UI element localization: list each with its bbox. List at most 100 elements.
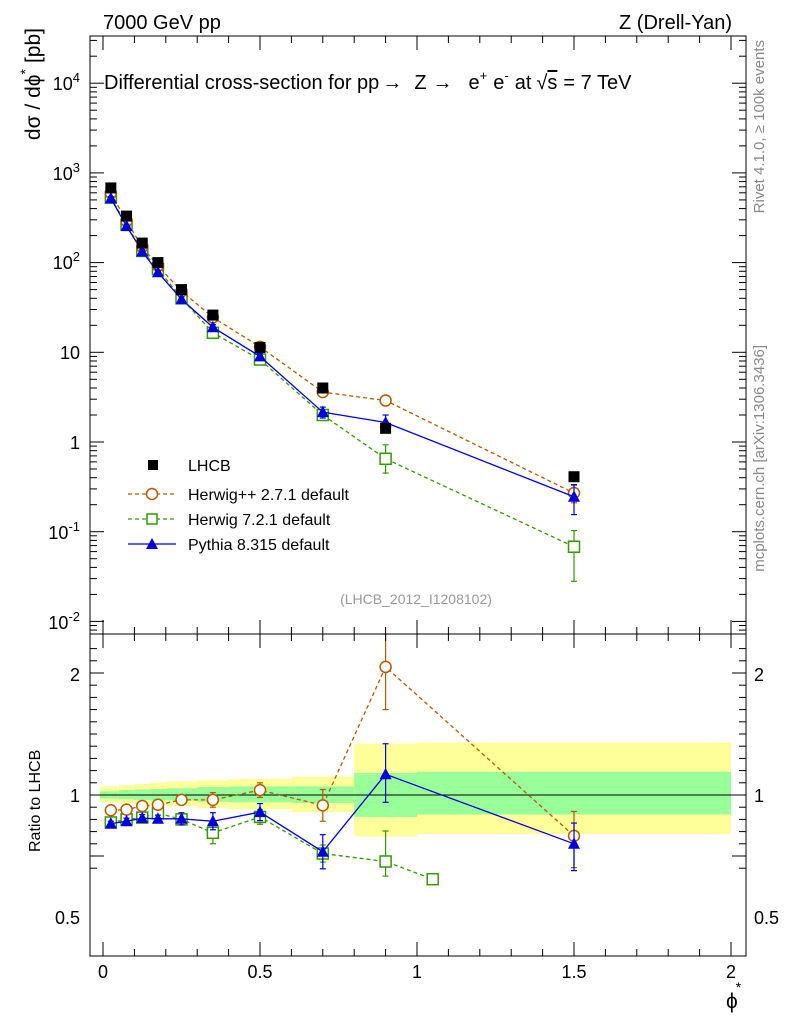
ratio-herwig-2-7-1-default-point (175, 793, 188, 807)
main-pythia-8-315-default-point (136, 244, 149, 257)
ratio-herwig-2-7-1-default-point (104, 804, 118, 817)
y-tick-label-1: 1 (70, 433, 80, 453)
legend-item-pythia: Pythia 8.315 default (128, 537, 330, 554)
main-pythia-8-315-default-point (175, 292, 188, 305)
mcplots-label: mcplots.cern.ch [arXiv:1306.3436] (751, 345, 768, 572)
ratio-herwig-7-2-1-default-line (110, 812, 433, 880)
ratio-y-tick-labels-left: 0.5 1 2 (55, 665, 80, 928)
ratio-y-tick-label-2-left: 2 (70, 665, 80, 685)
main-lhcb-point (121, 210, 133, 222)
legend-lhcb-marker (148, 460, 158, 470)
main-pythia-8-315-default-line (110, 198, 575, 498)
main-y-axis-label: dσ / dϕ*[pb] (17, 28, 45, 140)
ratio-y-axis-label: Ratio to LHCB (27, 750, 44, 852)
ratio-y-tick-label-0.5-right: 0.5 (754, 908, 779, 928)
main-herwig-7-2-1-default-point (567, 540, 581, 553)
x-tick-label-1.5: 1.5 (561, 962, 586, 982)
analysis-watermark: (LHCB_2012_I1208102) (340, 591, 492, 607)
ratio-herwig-2-7-1-default-point (316, 799, 330, 812)
ratio-pythia-8-315-default-point (206, 814, 219, 827)
ratio-y-tick-label-1-left: 1 (70, 786, 80, 806)
ratio-x-axis-ticks (102, 634, 732, 956)
ratio-y-tick-label-1-right: 1 (754, 786, 764, 806)
main-lhcb-point (105, 182, 117, 194)
main-pythia-8-315-default-point (104, 191, 117, 204)
ratio-pythia-8-315-default-point (151, 812, 164, 824)
ratio-y-tick-label-0.5-left: 0.5 (55, 908, 80, 928)
y-tick-label-1e3: 103 (53, 160, 80, 184)
legend-herwig7-marker (146, 513, 158, 525)
ratio-pythia-8-315-default-point (379, 767, 392, 780)
ratio-inner-band-segment (417, 771, 731, 815)
header-left-label: 7000 GeV pp (103, 12, 221, 34)
ratio-pythia-8-315-default-point (254, 805, 266, 818)
ratio-herwig-7-2-1-default-point (426, 872, 439, 886)
main-y-axis-ticks (90, 39, 746, 631)
main-pythia-8-315-default-point (568, 490, 580, 502)
x-tick-label-2: 2 (726, 962, 736, 982)
ratio-y-tick-label-2-right: 2 (754, 665, 764, 685)
ratio-herwig-2-7-1-default-point (120, 803, 133, 816)
ratio-herwig-2-7-1-default-point (379, 660, 392, 674)
legend-lhcb-label: LHCB (188, 458, 231, 475)
main-pythia-8-315-default-point (316, 405, 329, 418)
ratio-herwig-2-7-1-default-point (253, 783, 267, 797)
ratio-pythia-8-315-default-point (136, 811, 149, 824)
ratio-pythia-8-315-default-point (104, 817, 117, 829)
ratio-pythia-8-315-default-point (568, 837, 580, 849)
legend: LHCB Herwig++ 2.7.1 default Herwig 7.2.1… (128, 458, 350, 554)
main-lhcb-point (254, 342, 266, 354)
main-herwig-2-7-1-default-point (379, 394, 392, 407)
ratio-pythia-8-315-default-point (316, 845, 329, 857)
main-lhcb-point (136, 237, 148, 249)
main-y-tick-labels: 10-2 10-1 1 10 102 103 104 (48, 70, 80, 633)
main-herwig-7-2-1-default-line (110, 197, 575, 548)
ratio-y-tick-labels-right: 0.5 1 2 (754, 665, 779, 928)
legend-pythia-marker (146, 538, 158, 549)
x-axis-label: ϕ* (726, 979, 742, 1013)
legend-herwigpp-label: Herwig++ 2.7.1 default (188, 487, 350, 504)
main-panel: 10-2 10-1 1 10 102 103 104 dσ / dϕ*[pb] … (17, 28, 747, 635)
y-tick-label-10: 10 (60, 343, 80, 363)
legend-herwigpp-marker (145, 487, 159, 501)
main-chart-title: Differential cross-section for pp → Z → e+ e-… (104, 68, 632, 94)
rivet-version-label: Rivet 4.1.0, ≥ 100k events (751, 40, 768, 213)
legend-item-lhcb: LHCB (148, 458, 231, 475)
legend-item-herwig7: Herwig 7.2.1 default (128, 512, 331, 529)
ratio-herwig-2-7-1-default-point (136, 799, 149, 813)
main-pythia-8-315-default-point (151, 265, 164, 278)
main-lhcb-point (380, 422, 392, 434)
main-lhcb-point (207, 309, 219, 321)
main-lhcb-point (176, 284, 187, 296)
ratio-herwig-2-7-1-default-line (110, 665, 575, 837)
main-pythia-8-315-default-point (206, 320, 219, 333)
legend-item-herwigpp: Herwig++ 2.7.1 default (128, 487, 350, 504)
ratio-herwig-2-7-1-default-point (151, 798, 165, 812)
main-lhcb-point (152, 257, 164, 269)
y-tick-label-1e-1: 10-1 (48, 519, 80, 543)
legend-herwig7-label: Herwig 7.2.1 default (188, 512, 331, 529)
header-right-label: Z (Drell-Yan) (619, 12, 732, 34)
main-pythia-8-315-default-point (254, 349, 266, 362)
main-x-axis-ticks (102, 36, 732, 634)
ratio-panel: 0.5 1 2 0.5 1 2 Ratio to LHCB 0 0.5 1 1.… (27, 633, 779, 1013)
x-tick-label-1: 1 (412, 962, 422, 982)
y-tick-label-1e2: 102 (53, 249, 80, 273)
x-tick-labels: 0 0.5 1 1.5 2 (98, 962, 736, 982)
ratio-y-axis-ticks (90, 648, 746, 869)
ratio-pythia-8-315-default-point (175, 812, 188, 824)
main-pythia-8-315-default-point (120, 219, 133, 232)
x-tick-label-0: 0 (98, 962, 108, 982)
main-lhcb-point (568, 471, 580, 483)
x-tick-label-0.5: 0.5 (247, 962, 272, 982)
y-tick-label-1e-2: 10-2 (48, 609, 80, 633)
ratio-pythia-8-315-default-line (110, 773, 575, 853)
main-lhcb-point (317, 382, 329, 394)
ratio-uncertainty-bands (99, 742, 731, 837)
ratio-herwig-2-7-1-default-point (206, 793, 220, 807)
ratio-herwig-7-2-1-default-point (379, 855, 392, 868)
y-tick-label-1e4: 104 (53, 70, 80, 94)
legend-pythia-label: Pythia 8.315 default (188, 537, 330, 554)
ratio-pythia-8-315-default-point (120, 814, 133, 827)
